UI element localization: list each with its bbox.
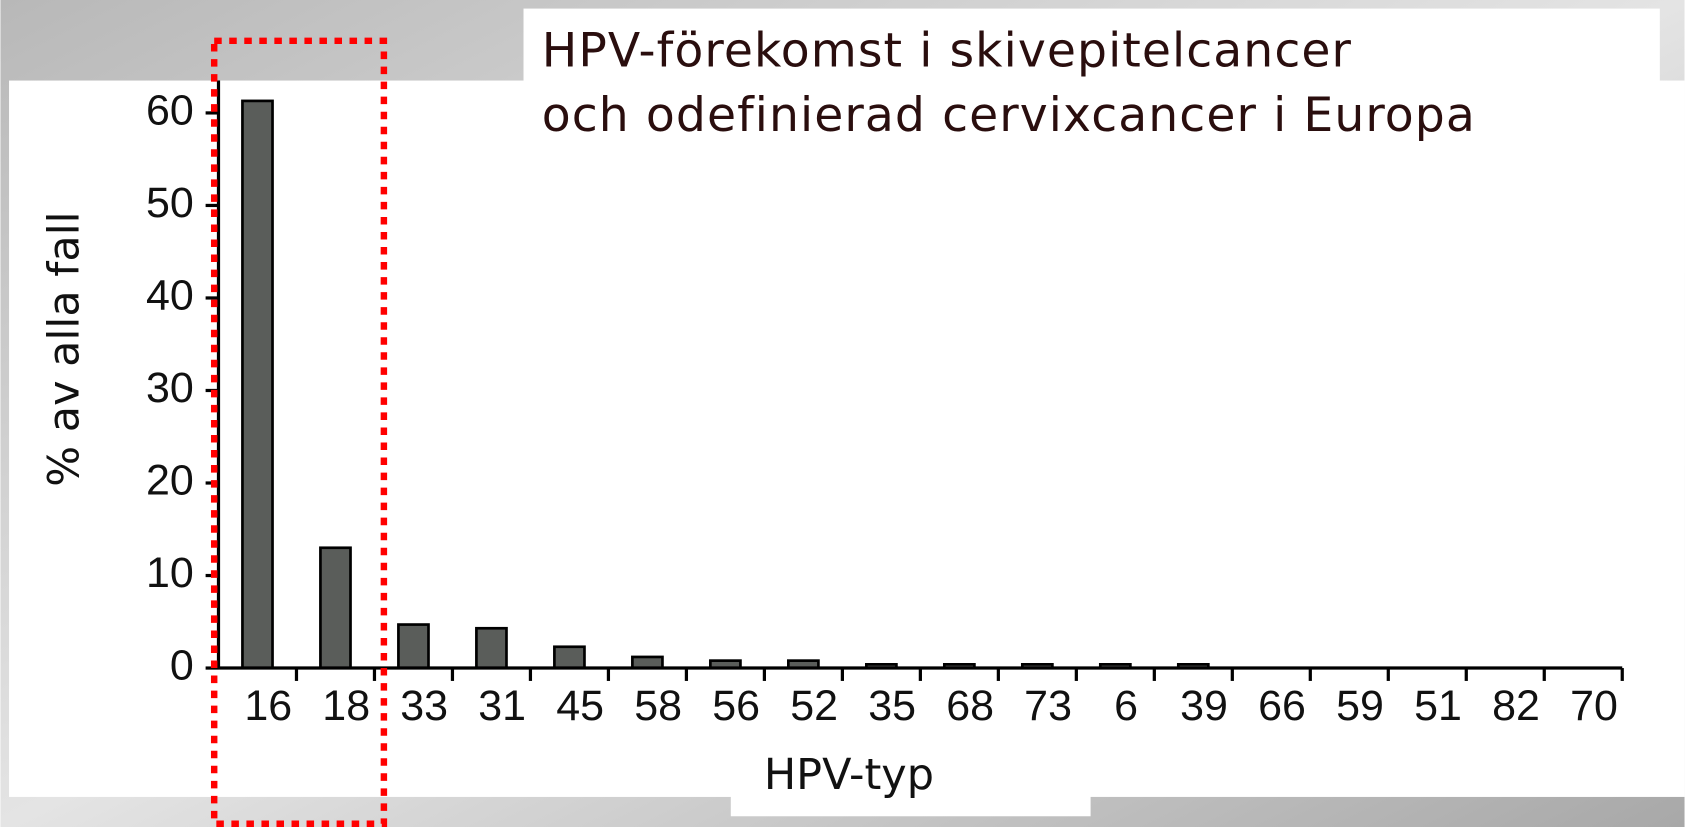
- x-tick-label: 31: [478, 682, 526, 730]
- x-tick-label: 66: [1258, 682, 1306, 730]
- y-tick-label: 50: [146, 179, 194, 227]
- bar: [397, 623, 430, 670]
- x-tick-label: 73: [1024, 682, 1072, 730]
- y-tick-label: 60: [146, 86, 194, 134]
- x-tick-label: 18: [322, 682, 370, 730]
- bar: [553, 645, 586, 670]
- x-tick-label: 59: [1336, 682, 1384, 730]
- x-tick-label: 39: [1180, 682, 1228, 730]
- y-tick-label: 20: [146, 456, 194, 504]
- bar: [631, 655, 664, 670]
- y-tick-label: 0: [170, 641, 194, 689]
- x-tick-label: 33: [400, 682, 448, 730]
- x-tick-label: 70: [1570, 682, 1618, 730]
- x-tick-label: 68: [946, 682, 994, 730]
- chart-title: och odefinierad cervixcancer i Europa: [542, 88, 1476, 143]
- x-tick-label: 6: [1114, 682, 1138, 730]
- x-tick-label: 52: [790, 682, 838, 730]
- y-axis-label: % av alla fall: [40, 211, 90, 486]
- y-tick-label: 10: [146, 549, 194, 597]
- x-tick-label: 51: [1414, 682, 1462, 730]
- chart-title: HPV-förekomst i skivepitelcancer: [542, 24, 1352, 79]
- xlabel-box: [730, 794, 1091, 817]
- x-tick-label: 35: [868, 682, 916, 730]
- y-tick-label: 30: [146, 364, 194, 412]
- y-tick-label: 40: [146, 271, 194, 319]
- bar: [241, 99, 274, 670]
- title-box: [523, 8, 1660, 151]
- highlight-box: [210, 37, 388, 827]
- x-tick-label: 58: [634, 682, 682, 730]
- x-tick-label: 56: [712, 682, 760, 730]
- bar: [319, 546, 352, 670]
- x-axis-label: HPV-typ: [764, 750, 934, 800]
- x-tick-label: 82: [1492, 682, 1540, 730]
- x-tick-label: 45: [556, 682, 604, 730]
- x-tick-label: 16: [244, 682, 292, 730]
- plot-panel: [9, 80, 1685, 797]
- bar: [475, 626, 508, 670]
